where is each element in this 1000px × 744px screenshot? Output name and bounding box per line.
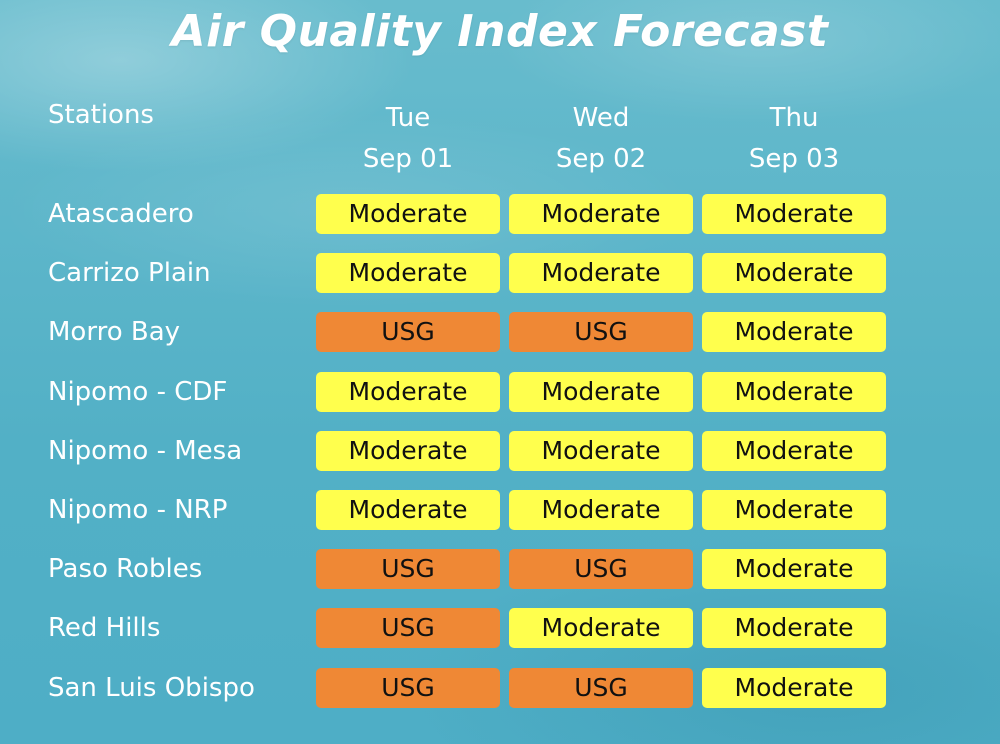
- aqi-cell: Moderate: [702, 372, 886, 412]
- aqi-cell: Moderate: [509, 194, 693, 234]
- station-name: Red Hills: [48, 613, 161, 643]
- day-header-date: Sep 03: [748, 144, 840, 174]
- aqi-cell: Moderate: [702, 431, 886, 471]
- aqi-cell: Moderate: [509, 431, 693, 471]
- aqi-cell: Moderate: [702, 490, 886, 530]
- aqi-cell: USG: [316, 312, 500, 352]
- aqi-cell: Moderate: [702, 549, 886, 589]
- stations-column-header: Stations: [48, 100, 154, 130]
- aqi-cell: Moderate: [702, 312, 886, 352]
- aqi-cell: Moderate: [702, 668, 886, 708]
- day-header-date: Sep 01: [362, 144, 454, 174]
- table-row: Nipomo - CDF Moderate Moderate Moderate: [0, 372, 1000, 412]
- table-row: Nipomo - NRP Moderate Moderate Moderate: [0, 490, 1000, 530]
- station-name: Atascadero: [48, 199, 194, 229]
- aqi-cell: Moderate: [316, 372, 500, 412]
- aqi-cell: USG: [316, 668, 500, 708]
- aqi-cell: USG: [509, 312, 693, 352]
- aqi-cell: Moderate: [316, 431, 500, 471]
- aqi-cell: USG: [316, 608, 500, 648]
- station-name: Nipomo - CDF: [48, 377, 228, 407]
- aqi-cell: Moderate: [316, 194, 500, 234]
- aqi-cell: Moderate: [316, 253, 500, 293]
- day-header-wed: Wed Sep 02: [509, 98, 693, 180]
- day-header-dow: Thu: [769, 103, 819, 133]
- table-row: San Luis Obispo USG USG Moderate: [0, 668, 1000, 708]
- page-title: Air Quality Index Forecast: [171, 6, 829, 57]
- aqi-cell: Moderate: [509, 608, 693, 648]
- table-row: Nipomo - Mesa Moderate Moderate Moderate: [0, 431, 1000, 471]
- aqi-cell: Moderate: [316, 490, 500, 530]
- aqi-cell: USG: [509, 549, 693, 589]
- table-row: Paso Robles USG USG Moderate: [0, 549, 1000, 589]
- day-header-date: Sep 02: [555, 144, 647, 174]
- station-name: Paso Robles: [48, 554, 203, 584]
- station-name: Morro Bay: [48, 317, 181, 347]
- day-header-thu: Thu Sep 03: [702, 98, 886, 180]
- aqi-cell: USG: [509, 668, 693, 708]
- aqi-cell: Moderate: [509, 253, 693, 293]
- day-header-dow: Tue: [385, 103, 431, 133]
- table-row: Morro Bay USG USG Moderate: [0, 312, 1000, 352]
- station-name: Nipomo - Mesa: [48, 436, 243, 466]
- station-name: Carrizo Plain: [48, 258, 211, 288]
- table-row: Red Hills USG Moderate Moderate: [0, 608, 1000, 648]
- table-row: Atascadero Moderate Moderate Moderate: [0, 194, 1000, 234]
- aqi-cell: USG: [316, 549, 500, 589]
- day-header-tue: Tue Sep 01: [316, 98, 500, 180]
- station-name: Nipomo - NRP: [48, 495, 228, 525]
- aqi-cell: Moderate: [702, 194, 886, 234]
- table-row: Carrizo Plain Moderate Moderate Moderate: [0, 253, 1000, 293]
- aqi-cell: Moderate: [509, 372, 693, 412]
- day-header-dow: Wed: [572, 103, 630, 133]
- station-name: San Luis Obispo: [48, 673, 255, 703]
- aqi-cell: Moderate: [702, 253, 886, 293]
- aqi-cell: Moderate: [509, 490, 693, 530]
- aqi-cell: Moderate: [702, 608, 886, 648]
